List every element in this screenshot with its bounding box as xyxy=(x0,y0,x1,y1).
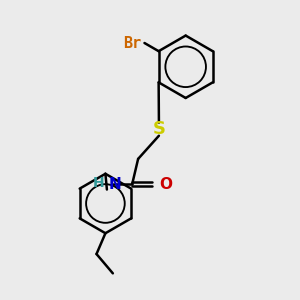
Text: O: O xyxy=(159,177,172,192)
Text: N: N xyxy=(109,177,122,192)
Text: Br: Br xyxy=(123,35,141,50)
Text: H: H xyxy=(92,176,104,190)
Text: S: S xyxy=(152,120,165,138)
